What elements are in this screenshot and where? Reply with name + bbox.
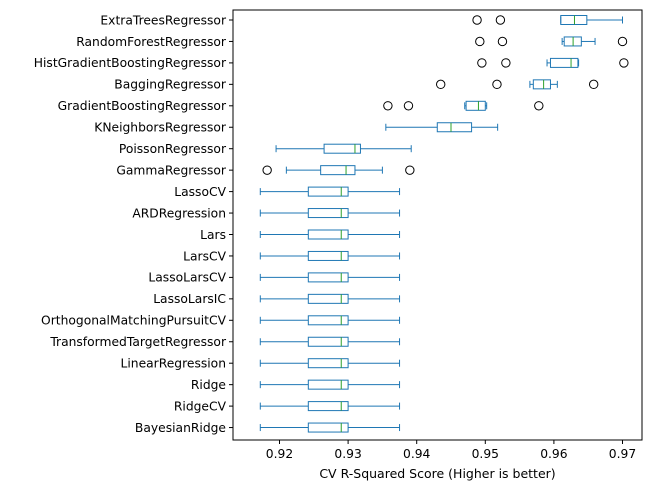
- box-PoissonRegressor: [275, 143, 412, 154]
- x-tick-label: 0.94: [403, 447, 431, 461]
- y-tick-label: KNeighborsRegressor: [94, 121, 227, 135]
- outlier-point: [497, 36, 508, 47]
- iqr-box: [307, 272, 349, 283]
- box-RandomForestRegressor: [475, 36, 628, 47]
- box-Lars: [259, 229, 401, 240]
- outlier-point: [492, 79, 502, 90]
- iqr-box: [465, 100, 486, 111]
- iqr-box: [307, 379, 349, 390]
- box-LinearRegression: [259, 358, 401, 369]
- y-tick-label: LassoLarsIC: [153, 292, 226, 306]
- iqr-box: [307, 315, 349, 326]
- outlier-point: [617, 36, 628, 47]
- y-tick-label: GradientBoostingRegressor: [58, 99, 227, 113]
- box-LarsCV: [259, 250, 401, 261]
- box-GammaRegressor: [262, 165, 415, 176]
- y-tick-label: TransformedTargetRegressor: [49, 335, 227, 349]
- box-LassoCV: [259, 186, 401, 197]
- y-tick-label: ExtraTreesRegressor: [100, 13, 227, 27]
- y-tick-label: OrthogonalMatchingPursuitCV: [41, 314, 227, 328]
- box-ARDRegression: [259, 208, 401, 219]
- box-OrthogonalMatchingPursuitCV: [259, 315, 401, 326]
- outlier-point: [588, 79, 599, 90]
- y-tick-label: LarsCV: [183, 249, 226, 263]
- iqr-box: [307, 358, 349, 369]
- iqr-box: [307, 293, 349, 304]
- y-tick-label: GammaRegressor: [116, 163, 227, 177]
- box-Ridge: [259, 379, 401, 390]
- x-axis: 0.92 0.93 0.94 0.95 0.96 0.97: [266, 440, 636, 461]
- x-tick-label: 0.97: [609, 447, 636, 461]
- plot-frame: [232, 9, 643, 441]
- box-BaggingRegressor: [436, 79, 599, 90]
- outlier-point: [472, 15, 482, 25]
- outlier-point: [262, 165, 272, 175]
- iqr-box: [307, 208, 349, 219]
- outlier-point: [619, 58, 629, 68]
- y-tick-label: LinearRegression: [121, 357, 226, 371]
- iqr-box: [307, 229, 349, 240]
- outlier-point: [383, 101, 393, 111]
- y-tick-label: Ridge: [191, 378, 226, 392]
- iqr-box: [320, 165, 356, 176]
- box-LassoLarsIC: [259, 293, 401, 304]
- box-RidgeCV: [259, 401, 401, 412]
- outlier-point: [436, 79, 446, 90]
- x-tick-label: 0.93: [334, 447, 361, 461]
- y-tick-label: Lars: [200, 228, 226, 242]
- y-tick-label: RidgeCV: [174, 399, 227, 413]
- box-TransformedTargetRegressor: [259, 336, 401, 347]
- box-BayesianRidge: [259, 422, 401, 433]
- outlier-point: [477, 58, 487, 68]
- box-ExtraTreesRegressor: [472, 15, 623, 25]
- iqr-box: [323, 143, 361, 154]
- y-tick-label: BaggingRegressor: [114, 78, 227, 92]
- y-tick-label: LassoCV: [174, 185, 226, 199]
- y-axis: ExtraTreesRegressor RandomForestRegressor…: [34, 13, 233, 435]
- outlier-point: [534, 101, 544, 111]
- outlier-point: [501, 58, 511, 68]
- iqr-box: [560, 15, 588, 25]
- y-tick-label: BayesianRidge: [135, 421, 226, 435]
- iqr-box: [307, 250, 349, 261]
- outlier-point: [405, 165, 415, 175]
- x-tick-label: 0.96: [540, 447, 568, 461]
- y-tick-label: HistGradientBoostingRegressor: [34, 56, 227, 70]
- chart-marks: [259, 15, 629, 433]
- iqr-box: [532, 79, 551, 90]
- y-tick-label: PoissonRegressor: [119, 142, 227, 156]
- iqr-box: [307, 336, 349, 347]
- box-LassoLarsCV: [259, 272, 401, 283]
- iqr-box: [307, 401, 349, 412]
- iqr-box: [307, 422, 349, 433]
- iqr-box: [549, 57, 579, 68]
- x-tick-label: 0.95: [472, 447, 499, 461]
- box-GradientBoostingRegressor: [383, 100, 544, 111]
- iqr-box: [436, 122, 473, 133]
- outlier-point: [475, 36, 485, 47]
- y-tick-label: RandomForestRegressor: [76, 35, 227, 49]
- y-tick-label: ARDRegression: [132, 206, 226, 220]
- y-tick-label: LassoLarsCV: [148, 271, 226, 285]
- x-tick-label: 0.92: [266, 447, 293, 461]
- x-axis-label: CV R-Squared Score (Higher is better): [319, 466, 555, 481]
- outlier-point: [403, 101, 414, 111]
- iqr-box: [307, 186, 349, 197]
- box-HistGradientBoostingRegressor: [477, 57, 629, 68]
- outlier-point: [495, 15, 506, 25]
- box-KNeighborsRegressor: [385, 122, 499, 133]
